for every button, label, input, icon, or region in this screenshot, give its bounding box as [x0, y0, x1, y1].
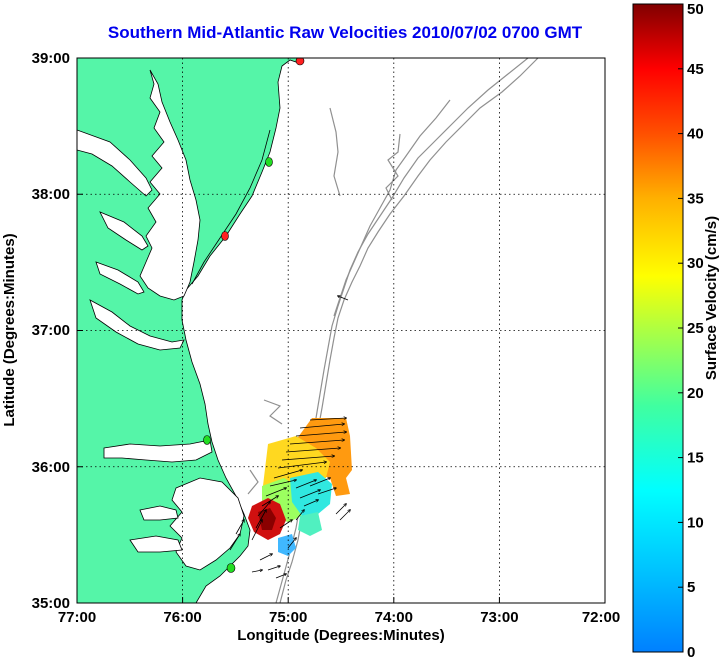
x-axis-label: Longitude (Degrees:Minutes): [237, 627, 445, 644]
velocity-patch-lightblue: [278, 534, 296, 556]
velocity-arrows: [229, 296, 350, 579]
y-axis-label: Latitude (Degrees:Minutes): [1, 233, 18, 426]
colorbar-tick-label: 20: [687, 385, 704, 402]
station-green-2: [203, 435, 211, 445]
neuse-river: [129, 535, 183, 553]
colorbar-tick-label: 25: [687, 320, 704, 337]
colorbar-tick-label: 0: [687, 644, 695, 659]
grid-lines: [77, 58, 605, 603]
y-tick-label: 35:00: [32, 595, 70, 612]
albemarle-sound: [103, 439, 213, 463]
colorbar-label: Surface Velocity (cm/s): [703, 216, 720, 380]
colorbar-tick-label: 10: [687, 514, 704, 531]
station-red-2: [221, 231, 229, 241]
map-title: Southern Mid-Atlantic Raw Velocities 201…: [108, 23, 583, 42]
tributary-james: [89, 299, 185, 351]
x-tick-label: 73:00: [480, 609, 518, 626]
colorbar-tick-label: 40: [687, 126, 704, 143]
colorbar-tick-label: 5: [687, 579, 695, 596]
y-tick-label: 38:00: [32, 186, 70, 203]
y-tick-label: 37:00: [32, 322, 70, 339]
tributary-rappahannock: [99, 211, 149, 251]
x-tick-label: 76:00: [163, 609, 201, 626]
colorbar-tick-label: 15: [687, 450, 704, 467]
station-red-north: [295, 58, 305, 66]
x-tick-label: 72:00: [582, 609, 620, 626]
colorbar-tick-label: 35: [687, 190, 704, 207]
x-tick-label: 77:00: [58, 609, 96, 626]
chesapeake-bay: [139, 69, 201, 301]
tributary-york: [95, 261, 145, 295]
station-green-1: [265, 157, 273, 167]
colorbar-ticks: 0 5 10 15 20 25 30 35 40 45 50: [678, 1, 704, 659]
y-tick-label: 39:00: [32, 50, 70, 67]
colorbar: 0 5 10 15 20 25 30 35 40 45 50 Surface Velocity (c…: [632, 1, 720, 659]
x-tick-label: 74:00: [375, 609, 413, 626]
velocity-patch-darkred: [258, 508, 276, 530]
colorbar-tick-label: 50: [687, 1, 704, 18]
station-green-3: [226, 563, 236, 573]
y-tick-label: 36:00: [32, 459, 70, 476]
tick-marks: [76, 57, 606, 604]
x-tick-label: 75:00: [269, 609, 307, 626]
pamlico-river: [139, 505, 179, 521]
colorbar-tick-label: 30: [687, 255, 704, 272]
velocity-patch-teal: [298, 512, 322, 536]
pamlico-sound: [169, 477, 245, 571]
radar-stations: [203, 58, 305, 573]
colorbar-gradient: [632, 3, 684, 653]
colorbar-tick-label: 45: [687, 61, 704, 78]
x-tick-labels: 77:00 76:00 75:00 74:00 73:00 72:00: [58, 609, 620, 626]
y-tick-labels: 39:00 38:00 37:00 36:00 35:00: [32, 50, 70, 612]
tributary-potomac: [77, 129, 153, 197]
eastern-shore-bays: [191, 129, 271, 285]
plot-area: [76, 57, 606, 604]
